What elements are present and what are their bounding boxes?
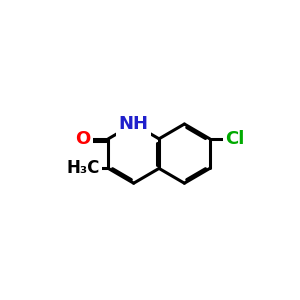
Text: H₃C: H₃C: [66, 159, 100, 177]
Text: Cl: Cl: [225, 130, 245, 148]
Text: NH: NH: [119, 115, 149, 133]
Text: O: O: [75, 130, 91, 148]
